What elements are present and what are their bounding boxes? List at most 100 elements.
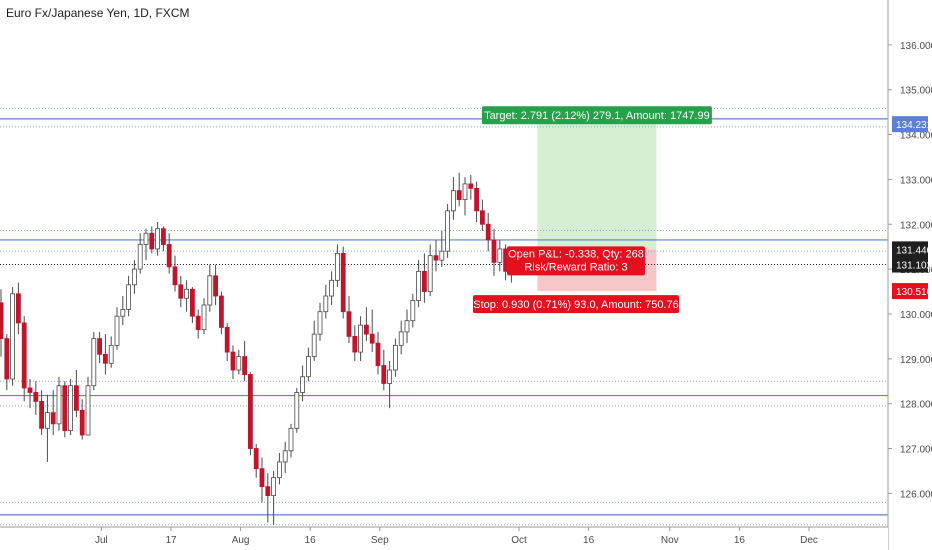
candle-up[interactable] bbox=[334, 244, 340, 288]
candle-up[interactable] bbox=[305, 347, 311, 382]
candle-up[interactable] bbox=[398, 320, 404, 355]
candle-down[interactable] bbox=[27, 378, 33, 409]
candle-down[interactable] bbox=[433, 239, 439, 272]
candle-up[interactable] bbox=[131, 260, 137, 294]
candle-up[interactable] bbox=[282, 441, 288, 474]
candle-down[interactable] bbox=[218, 291, 224, 335]
price-tag[interactable]: 131.102 bbox=[892, 256, 932, 273]
candle-down[interactable] bbox=[265, 473, 271, 523]
candle-up[interactable] bbox=[85, 376, 91, 436]
candle-down[interactable] bbox=[21, 316, 27, 402]
candle-down[interactable] bbox=[363, 307, 369, 341]
candle-down[interactable] bbox=[166, 233, 172, 274]
candle-up[interactable] bbox=[294, 387, 300, 433]
candle-up[interactable] bbox=[10, 287, 16, 386]
candle-up[interactable] bbox=[427, 244, 433, 297]
candle-down[interactable] bbox=[479, 199, 485, 231]
candle-down[interactable] bbox=[160, 226, 166, 252]
candle-down[interactable] bbox=[97, 331, 102, 364]
price-tag[interactable]: 130.510 bbox=[892, 283, 932, 300]
candle-down[interactable] bbox=[485, 213, 491, 252]
candle-up[interactable] bbox=[497, 239, 503, 272]
candle-body bbox=[427, 255, 433, 292]
candle-up[interactable] bbox=[271, 470, 277, 525]
candle-down[interactable] bbox=[474, 181, 480, 223]
candle-down[interactable] bbox=[103, 334, 108, 375]
candle-up[interactable] bbox=[201, 298, 207, 335]
candle-up[interactable] bbox=[311, 320, 317, 362]
candle-down[interactable] bbox=[0, 289, 4, 357]
candle-up[interactable] bbox=[56, 376, 62, 431]
candle-up[interactable] bbox=[439, 230, 445, 267]
candle-down[interactable] bbox=[230, 345, 236, 379]
candle-up[interactable] bbox=[184, 280, 190, 312]
candle-down[interactable] bbox=[491, 228, 497, 276]
candle-down[interactable] bbox=[79, 399, 85, 440]
candle-up[interactable] bbox=[392, 338, 398, 377]
candle-up[interactable] bbox=[120, 296, 126, 326]
candle-up[interactable] bbox=[91, 331, 97, 391]
candle-down[interactable] bbox=[4, 334, 10, 391]
candle-down[interactable] bbox=[189, 287, 195, 323]
candle-down[interactable] bbox=[369, 309, 375, 353]
candle-down[interactable] bbox=[195, 309, 201, 339]
candle-up[interactable] bbox=[416, 260, 422, 308]
candle-down[interactable] bbox=[213, 264, 219, 305]
candle-down[interactable] bbox=[178, 275, 184, 308]
candle-up[interactable] bbox=[323, 284, 329, 319]
candle-up[interactable] bbox=[450, 177, 456, 220]
candle-up[interactable] bbox=[137, 233, 143, 274]
candle-up[interactable] bbox=[462, 177, 468, 216]
candle-up[interactable] bbox=[126, 275, 131, 317]
candle-down[interactable] bbox=[242, 340, 248, 382]
candle-up[interactable] bbox=[317, 302, 323, 341]
candle-up[interactable] bbox=[68, 378, 73, 436]
candle-up[interactable] bbox=[445, 204, 451, 258]
candle-down[interactable] bbox=[247, 372, 253, 456]
candle-down[interactable] bbox=[375, 331, 381, 375]
candle-down[interactable] bbox=[253, 444, 259, 478]
candle-down[interactable] bbox=[62, 381, 68, 438]
candle-down[interactable] bbox=[50, 390, 56, 436]
candle-down[interactable] bbox=[74, 370, 79, 418]
candle-up[interactable] bbox=[143, 228, 149, 261]
candle-down[interactable] bbox=[468, 174, 474, 200]
candle-up[interactable] bbox=[358, 316, 364, 362]
candle-down[interactable] bbox=[33, 381, 39, 415]
candle-down[interactable] bbox=[172, 255, 178, 292]
candle-up[interactable] bbox=[387, 361, 393, 409]
candle-up[interactable] bbox=[45, 394, 50, 462]
price-tag[interactable]: 131.440 bbox=[892, 241, 932, 258]
target-label[interactable]: Target: 2.791 (2.12%) 279.1, Amount: 174… bbox=[481, 106, 712, 125]
candle-down[interactable] bbox=[346, 296, 352, 344]
candle-down[interactable] bbox=[149, 226, 155, 254]
candle-up[interactable] bbox=[114, 307, 120, 350]
candle-down[interactable] bbox=[456, 172, 462, 207]
candle-down[interactable] bbox=[421, 253, 427, 303]
candle-body bbox=[114, 315, 120, 346]
candle-up[interactable] bbox=[288, 423, 294, 458]
stop-label[interactable]: Stop: 0.930 (0.71%) 93.0, Amount: 750.76 bbox=[473, 295, 679, 314]
candle-up[interactable] bbox=[108, 336, 114, 368]
candle-down[interactable] bbox=[381, 349, 387, 391]
candle-up[interactable] bbox=[404, 309, 410, 344]
candle-up[interactable] bbox=[410, 293, 416, 328]
candle-up[interactable] bbox=[236, 349, 242, 375]
candle-up[interactable] bbox=[207, 264, 213, 312]
price-tag[interactable]: 134.231 bbox=[892, 116, 932, 133]
candle-up[interactable] bbox=[155, 222, 161, 256]
candle-down[interactable] bbox=[39, 390, 44, 436]
candle-body bbox=[485, 223, 491, 241]
candle-down[interactable] bbox=[352, 325, 358, 362]
candle-body bbox=[56, 385, 62, 425]
candle-down[interactable] bbox=[15, 282, 21, 335]
candle-down[interactable] bbox=[340, 246, 346, 319]
target-zone[interactable] bbox=[537, 124, 657, 250]
candle-up[interactable] bbox=[300, 365, 306, 402]
candle-down[interactable] bbox=[224, 322, 230, 362]
candle-down[interactable] bbox=[259, 457, 265, 503]
candle-up[interactable] bbox=[276, 452, 282, 485]
candle-up[interactable] bbox=[329, 271, 335, 305]
